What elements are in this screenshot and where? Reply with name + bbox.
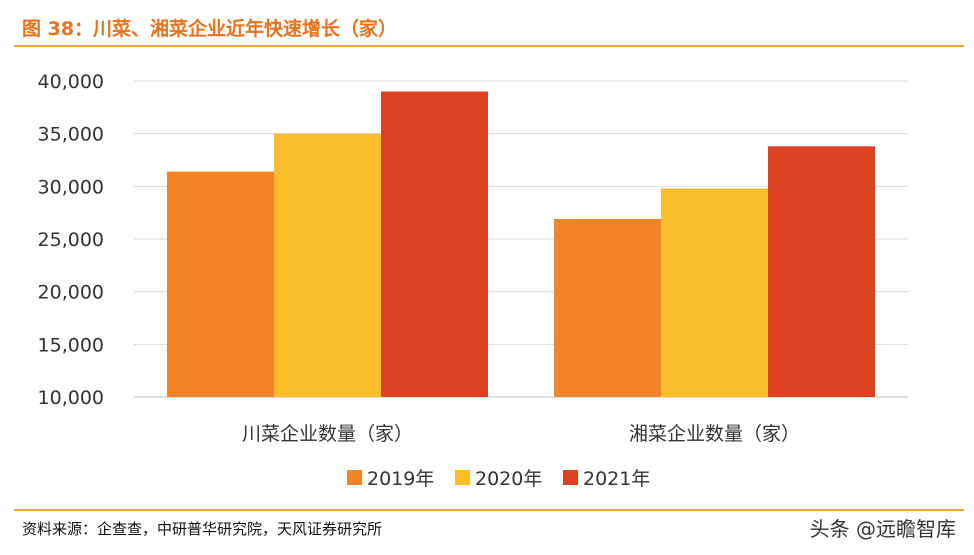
legend-label: 2021年	[583, 468, 650, 490]
y-tick-label: 20,000	[38, 282, 104, 304]
bar	[381, 91, 488, 398]
bar	[554, 218, 661, 397]
bar	[661, 188, 768, 397]
y-tick-label: 40,000	[38, 71, 104, 93]
x-category-label: 川菜企业数量（家）	[242, 423, 413, 445]
bar-chart: 10,000 15,000 20,000 25,000 30,000 35,000 40,0…	[38, 71, 908, 490]
legend-swatch	[347, 470, 362, 485]
bar	[274, 133, 381, 397]
footer-divider	[14, 509, 964, 511]
y-tick-label: 35,000	[38, 124, 104, 146]
legend-swatch	[563, 470, 578, 485]
title-divider	[14, 45, 964, 47]
y-tick-label: 10,000	[38, 387, 104, 409]
bar	[167, 171, 274, 397]
x-category-label: 湘菜企业数量（家）	[629, 423, 800, 445]
y-tick-label: 25,000	[38, 229, 104, 251]
legend-label: 2019年	[367, 468, 434, 490]
bar	[768, 146, 875, 397]
legend-swatch	[455, 470, 470, 485]
chart-title: 图 38：川菜、湘菜企业近年快速增长（家）	[22, 18, 398, 40]
y-tick-label: 30,000	[38, 176, 104, 198]
watermark: 头条 @远瞻智库	[809, 517, 956, 541]
legend-label: 2020年	[475, 468, 542, 490]
y-tick-label: 15,000	[38, 334, 104, 356]
source-note: 资料来源：企查查，中研普华研究院，天风证券研究所	[22, 520, 383, 538]
